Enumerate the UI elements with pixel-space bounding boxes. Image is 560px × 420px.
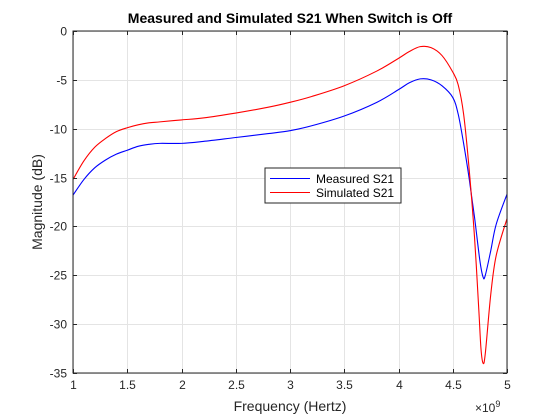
- y-tick-label: -35: [50, 367, 68, 381]
- legend-label-measured: Measured S21: [316, 172, 394, 186]
- x-axis-exponent-base: ×10: [475, 401, 496, 415]
- legend: Measured S21 Simulated S21: [264, 167, 402, 204]
- x-axis-label: Frequency (Hertz): [234, 398, 347, 414]
- y-tick-label: -5: [56, 74, 67, 88]
- x-axis-exponent: ×109: [475, 399, 500, 415]
- x-tick-label: 4.5: [445, 378, 462, 392]
- series-layer: [72, 45, 508, 365]
- x-tick-label: 1.5: [119, 378, 136, 392]
- x-tick-label: 4: [396, 378, 403, 392]
- x-tick-label: 3.5: [336, 378, 353, 392]
- x-tick-label: 3: [287, 378, 294, 392]
- legend-label-simulated: Simulated S21: [316, 186, 394, 200]
- series-line-simulated: [72, 45, 508, 365]
- x-tick-label: 2.5: [228, 378, 245, 392]
- chart-title: Measured and Simulated S21 When Switch i…: [128, 10, 453, 26]
- y-tick-label: -10: [50, 123, 68, 137]
- x-tick-label: 5: [504, 378, 511, 392]
- x-tick-label: 2: [179, 378, 186, 392]
- y-axis-label: Magnitude (dB): [29, 154, 45, 250]
- y-tick-label: -25: [50, 269, 68, 283]
- y-tick-label: -15: [50, 172, 68, 186]
- series-line-measured: [72, 78, 508, 280]
- ticks: 1 1.5 2 2.5 3 3.5 4 4.5 5 0 -5 -10 -15 -20 -25 -30 -35: [50, 25, 512, 393]
- y-tick-label: -30: [50, 318, 68, 332]
- x-tick-label: 1: [70, 378, 77, 392]
- legend-box: [264, 167, 402, 204]
- y-tick-label: 0: [60, 25, 67, 39]
- y-tick-label: -20: [50, 220, 68, 234]
- x-axis-exponent-power: 9: [495, 399, 500, 409]
